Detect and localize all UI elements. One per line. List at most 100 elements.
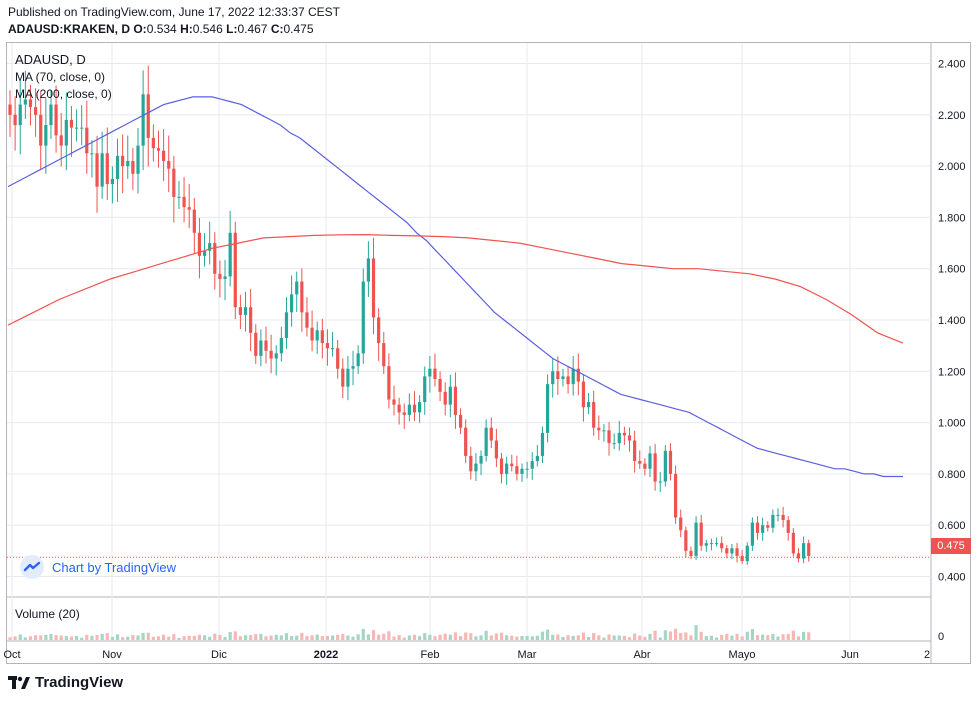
volume-bar [505, 635, 509, 640]
candle-body [213, 243, 217, 274]
candle-body [259, 340, 263, 356]
volume-bar [771, 634, 775, 640]
candle-body [156, 148, 161, 151]
candle-body [612, 443, 616, 445]
candle-body [172, 168, 176, 197]
volume-bar [566, 635, 570, 640]
y-tick-label: 0.400 [938, 571, 966, 583]
volume-bar [499, 632, 504, 640]
candle-body [607, 430, 611, 444]
candle-body [54, 104, 58, 136]
volume-bar [85, 634, 89, 640]
candle-body [709, 543, 714, 545]
candle-body [505, 463, 509, 474]
candle-body [202, 250, 207, 256]
chart-by-tradingview-link[interactable]: Chart by TradingView [20, 553, 176, 581]
candle-body [540, 432, 545, 456]
candle-body [423, 376, 427, 403]
candle-body [510, 463, 514, 467]
candle-body [561, 376, 565, 379]
candle-body [136, 145, 140, 174]
volume-bar [202, 635, 207, 640]
candle-body [382, 343, 386, 367]
volume-bar [284, 633, 289, 640]
volume-bar [453, 632, 458, 640]
volume-bar [766, 635, 770, 640]
volume-bar [269, 635, 273, 640]
volume-bar [361, 628, 365, 640]
legend-volume: Volume (20) [15, 607, 80, 621]
x-tick-label: Oct [3, 649, 20, 661]
candle-body [192, 209, 196, 233]
volume-bar [633, 633, 637, 640]
volume-bar [44, 634, 48, 640]
candle-body [720, 543, 724, 549]
x-tick-label: Dic [211, 649, 227, 661]
volume-bar [213, 633, 217, 640]
ma70-line [7, 96, 903, 478]
candle-body [167, 160, 171, 169]
volume-bar [412, 634, 417, 640]
volume-bar [612, 635, 616, 640]
candle-body [791, 532, 795, 554]
volume-bar [49, 634, 53, 640]
y-tick-label: 1.600 [938, 264, 966, 276]
candle-body [643, 463, 647, 469]
candle-body [402, 412, 406, 415]
candle-body [684, 530, 688, 551]
volume-bar [392, 636, 396, 640]
chart-frame[interactable] [6, 42, 971, 664]
volume-bar [105, 633, 109, 640]
volume-bar [290, 636, 294, 640]
candle-body [776, 514, 780, 516]
volume-bar [325, 635, 330, 640]
candle-body [126, 160, 130, 167]
published-line: Published on TradingView.com, June 17, 2… [8, 5, 340, 19]
candle-body [740, 555, 744, 562]
y-tick-label: 2.000 [938, 161, 966, 173]
candle-body [361, 281, 365, 354]
volume-bar [34, 635, 38, 640]
volume-bar [315, 634, 319, 640]
candle-body [290, 294, 294, 313]
footer-logo[interactable]: TradingView [8, 674, 123, 691]
candle-body [771, 514, 775, 528]
volume-bar [617, 635, 621, 640]
volume-bar [464, 632, 468, 640]
candle-body [121, 155, 125, 167]
candle-body [438, 378, 442, 392]
volume-bar [151, 636, 155, 640]
volume-bar [428, 634, 432, 640]
candle-body [484, 427, 488, 456]
candle-body [658, 481, 662, 483]
candle-body [300, 281, 304, 313]
volume-bar [714, 637, 719, 640]
volume-bar [115, 634, 120, 640]
volume-bar [54, 635, 58, 640]
volume-bar [8, 637, 12, 640]
candle-body [638, 461, 642, 464]
volume-bar [402, 637, 406, 640]
legend-ma200: MA (200, close, 0) [15, 87, 112, 101]
volume-bar [643, 636, 647, 640]
candle-body [249, 307, 253, 333]
open-value: 0.534 [146, 22, 177, 36]
volume-bar [510, 635, 514, 640]
volume-bar [233, 631, 237, 640]
candle-body [233, 232, 237, 308]
candle-body [418, 402, 422, 413]
candle-body [341, 368, 345, 387]
volume-bar [586, 636, 591, 640]
volume-bar [208, 636, 212, 640]
candle-body [469, 455, 473, 472]
volume-bar [433, 636, 437, 640]
tradingview-cloud-icon [20, 555, 44, 579]
candle-body [28, 99, 33, 108]
volume-bar [720, 634, 724, 640]
candle-body [679, 517, 683, 531]
candle-body [586, 402, 591, 408]
y-tick-label: 1.400 [938, 315, 966, 327]
volume-bar [366, 634, 370, 640]
volume-bar [249, 634, 253, 640]
